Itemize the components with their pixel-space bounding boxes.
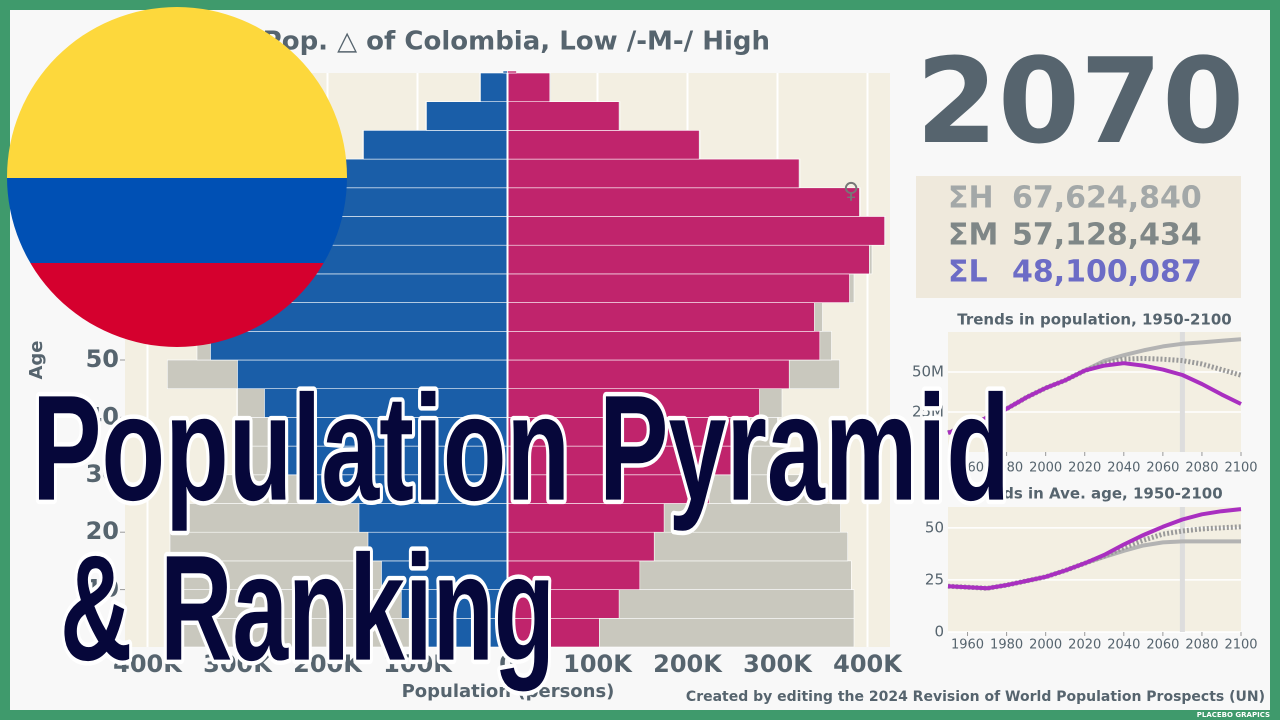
x-tick-label: 2060: [1146, 461, 1179, 476]
bar: [507, 445, 735, 476]
bar: [507, 417, 750, 447]
bar: [507, 130, 700, 160]
series-line: [947, 507, 1242, 591]
bar: [358, 503, 508, 533]
x-tick-label: 2020: [1068, 461, 1101, 476]
x-tick-label: 2060: [1146, 638, 1179, 653]
x-tick-label: 300K: [743, 650, 813, 678]
x-tick-label: 2100: [1224, 461, 1257, 476]
y-tick-label: 40: [86, 402, 119, 430]
year-marker: [1179, 332, 1185, 452]
total-label: ΣM: [948, 218, 998, 253]
bar: [400, 589, 508, 619]
y-tick-label: 25M: [912, 403, 944, 421]
bar: [507, 187, 860, 217]
bar: [507, 216, 885, 246]
bar: [313, 474, 508, 504]
overlay-title-1: Population Pyramid: [32, 364, 1010, 532]
x-tick-label: 1960: [951, 461, 984, 476]
watermark: PLACEBO GRAPICS: [1197, 711, 1270, 719]
overlay-title-2: & Ranking: [60, 524, 555, 692]
x-tick-label: 2040: [1107, 461, 1140, 476]
totals-box: [916, 176, 1241, 298]
bar: [507, 531, 655, 562]
total-value: 67,624,840: [1012, 181, 1202, 216]
bar: [507, 589, 620, 619]
bar: [502, 70, 508, 74]
chart-title: Trends in population, 1950-2100: [957, 311, 1231, 329]
y-tick-label: 50M: [912, 363, 944, 381]
bar: [264, 388, 508, 418]
bar: [507, 72, 551, 103]
flag-blue: [7, 178, 347, 263]
bar: [363, 130, 508, 160]
bar: [507, 101, 620, 131]
bar: [426, 101, 508, 131]
x-tick-label: 2100: [1224, 638, 1257, 653]
year: 2070: [916, 32, 1244, 170]
y-tick-label: 20: [86, 517, 119, 545]
annotation: ♀: [843, 179, 859, 204]
y-tick-label: 50: [86, 345, 119, 373]
x-tick-label: 300K: [203, 650, 273, 678]
x-tick-label: 2020: [1068, 638, 1101, 653]
x-tick-label: 2000: [1029, 638, 1062, 653]
total-label: ΣH: [948, 181, 994, 216]
x-tick-label: 400K: [833, 650, 903, 678]
bar: [507, 273, 850, 303]
bar: [480, 72, 508, 103]
x-tick-label: 2000: [1029, 461, 1062, 476]
bar: [507, 560, 641, 590]
total-value: 48,100,087: [1012, 255, 1202, 290]
x-tick-label: 1980: [990, 638, 1023, 653]
y-tick-label: 25: [925, 570, 944, 588]
y-tick-label: 0: [102, 632, 119, 660]
bar: [507, 474, 710, 504]
y-axis-label: Age: [26, 340, 47, 379]
y-tick-label: 10: [86, 575, 119, 603]
bar: [507, 158, 800, 189]
x-tick-label: 400K: [113, 650, 183, 678]
year-marker: [1179, 507, 1185, 632]
totals: ΣH 67,624,840 ΣM 57,128,434 ΣL 48,100,087: [948, 181, 1202, 290]
y-tick-label: 0: [934, 623, 944, 641]
x-tick-label: 100K: [563, 650, 633, 678]
bar: [507, 330, 821, 361]
bar: [210, 330, 508, 361]
x-tick-label: 2080: [1185, 461, 1218, 476]
series-line: [947, 361, 1242, 435]
bar: [507, 359, 790, 390]
x-tick-label: 1980: [990, 461, 1023, 476]
x-tick-label: 0: [499, 650, 516, 678]
bar: [507, 302, 815, 332]
x-tick-label: 200K: [653, 650, 723, 678]
bar: [507, 503, 665, 533]
bar: [507, 70, 517, 74]
bar: [507, 244, 870, 275]
total-value: 57,128,434: [1012, 218, 1202, 253]
credit: Created by editing the 2024 Revision of …: [686, 689, 1265, 705]
y-tick-label: 50: [925, 518, 944, 536]
total-label: ΣL: [948, 255, 988, 290]
x-tick-label: 100K: [383, 650, 453, 678]
bar: [507, 617, 600, 648]
x-tick-label: 2080: [1185, 638, 1218, 653]
bar: [381, 560, 508, 590]
plot-area: [948, 332, 1241, 452]
charts: 400K 300K 200K 100K 0 100K 200K 300K 400K0102030…: [26, 27, 1258, 703]
chart-title: Pop. △ of Colombia, Low /-M-/ High: [263, 27, 770, 57]
x-tick-label: 2040: [1107, 638, 1140, 653]
bar: [418, 617, 508, 648]
bar: [271, 417, 508, 447]
bar: [286, 445, 508, 476]
x-tick-label: 200K: [293, 650, 363, 678]
x-axis-label: Population (persons): [402, 681, 615, 702]
y-tick-label: 30: [86, 460, 119, 488]
chart-title: Trends in Ave. age, 1950-2100: [966, 485, 1222, 503]
x-tick-label: 1960: [951, 638, 984, 653]
